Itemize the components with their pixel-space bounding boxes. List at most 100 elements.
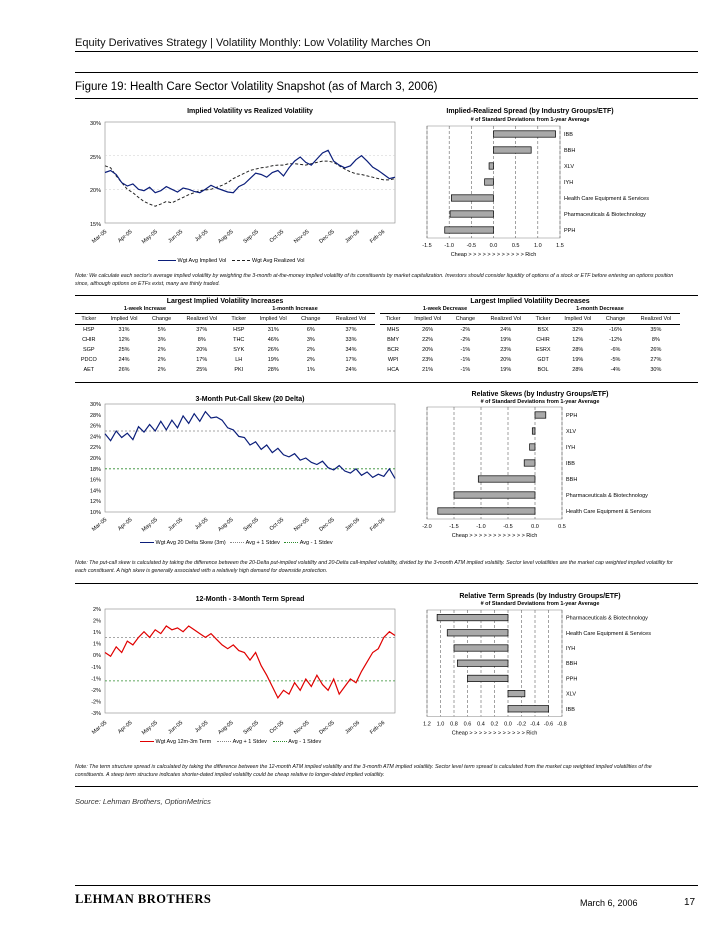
legend-swatch [217, 741, 232, 743]
x-tick: Jul-05 [194, 229, 209, 243]
column-header: Realized Vol [326, 313, 375, 325]
x-tick: 1.0 [534, 243, 542, 249]
y-tick: 26% [90, 424, 101, 430]
category-label: BBH [566, 477, 577, 483]
table-cell: 3% [157, 337, 166, 343]
table-cell: LH [235, 357, 243, 363]
table-cell: 33% [345, 337, 357, 343]
column-header: Realized Vol [481, 313, 530, 325]
term-legend: Wgt Avg 12m-3m Term Avg + 1 Stdev Avg - … [140, 739, 321, 745]
increases-group1: 1-week Increase [123, 306, 167, 312]
bar [493, 146, 532, 154]
term-spread-chart: 2%2%1%1%0%-1%-1%-2%-2%-3% Mar-05 Apr-05 Ma… [91, 607, 396, 736]
y-tick: 12% [90, 499, 101, 505]
category-label: XLV [566, 429, 576, 435]
x-tick: Mar-05 [91, 720, 108, 736]
table-cell: 27% [650, 357, 662, 363]
bar [488, 162, 494, 170]
bar [446, 629, 509, 637]
increases-group2: 1-month Increase [272, 306, 318, 312]
figure-title: Figure 19: Health Care Sector Volatility… [75, 81, 438, 93]
y-tick: -1% [91, 676, 101, 682]
x-tick: -1.0 [476, 524, 485, 530]
relative-term-spreads-chart: 1.2 1.0 0.8 0.6 0.4 0.2 0.0 -0.2 -0.4 -0.6 -0.8 Pha… [423, 609, 651, 736]
category-label: IBB [566, 461, 575, 467]
table-cell: BMY [387, 337, 400, 343]
legend-swatch [140, 741, 154, 743]
table-cell: -6% [610, 347, 621, 353]
table-cell: WPI [387, 357, 399, 363]
x-tick: 0.0 [490, 243, 498, 249]
table-cell: BCR [387, 347, 399, 353]
column-header: Implied Vol [556, 313, 600, 325]
column-header: Change [145, 313, 178, 325]
table-cell: 2% [157, 367, 166, 373]
x-tick: 0.6 [464, 721, 472, 727]
legend-label: Wgt Avg Implied Vol [177, 258, 227, 264]
implied-vol-line [104, 149, 396, 194]
table-cell: -1% [460, 367, 471, 373]
table-cell: 2% [306, 357, 315, 363]
x-tick: Dec-05 [318, 720, 335, 736]
column-header: Change [294, 313, 327, 325]
bar [477, 475, 536, 483]
legend-label: Wgt Avg Realized Vol [252, 258, 305, 264]
x-tick: Jan-06 [344, 517, 361, 532]
table-cell: 24% [345, 367, 357, 373]
bar [534, 411, 547, 419]
bar [529, 443, 536, 451]
bar [484, 178, 494, 186]
table-cell: HCA [387, 367, 399, 373]
table-row: AET 26% 2% 25% PKI 28% 1% 24% [75, 365, 375, 375]
x-tick: 0.0 [504, 721, 512, 727]
category-label: XLV [564, 164, 574, 170]
legend-label: Wgt Avg 20 Delta Skew (3m) [155, 540, 226, 546]
table-header-row: Ticker Implied Vol Change Realized Vol Ticke… [75, 313, 375, 325]
x-tick: Sep-05 [242, 517, 259, 533]
table-cell: MHS [386, 327, 400, 333]
x-tick: -0.4 [530, 721, 539, 727]
category-label: BBH [566, 661, 577, 667]
bar [457, 659, 509, 667]
column-header: Ticker [380, 313, 407, 325]
x-tick: Jan-06 [344, 720, 361, 735]
plot-frame [104, 403, 396, 513]
x-tick: Mar-05 [91, 517, 108, 533]
x-tick: 1.5 [556, 243, 564, 249]
implied-realized-spread-chart: -1.5 -1.0 -0.5 0.0 0.5 1.0 1.5 IBB BBH XLV IYH Heal… [422, 125, 649, 258]
axis-caption: Cheap > > > > > > > > > > > > Rich [452, 730, 538, 736]
relative-term-title: Relative Term Spreads (by Industry Group… [459, 593, 621, 600]
legend-label: Avg - 1 Stdev [299, 540, 333, 546]
column-header: Implied Vol [102, 313, 146, 325]
x-tick: Nov-05 [293, 720, 310, 736]
column-header: Ticker [529, 313, 557, 325]
table-cell: ESRX [535, 347, 551, 353]
bar [493, 130, 556, 138]
x-tick: Oct-05 [269, 229, 286, 244]
skew-legend: Wgt Avg 20 Delta Skew (3m) Avg + 1 Stdev… [140, 540, 333, 546]
plot-frame [426, 406, 563, 520]
table-cell: PKI [234, 367, 244, 373]
category-label: PPH [564, 228, 575, 234]
implied-vs-realized-chart: 30% 25% 20% 15% Mar-05 Apr-05 May-05 Jun-05… [90, 121, 396, 245]
table-cell: HSP [233, 327, 245, 333]
table-cell: 23% [500, 347, 512, 353]
table-cell: -2% [460, 337, 471, 343]
x-tick: Jul-05 [194, 517, 209, 531]
table-cell: 5% [157, 327, 166, 333]
bar [451, 194, 494, 202]
x-tick: 1.0 [437, 721, 445, 727]
skew-chart-title: 3-Month Put-Call Skew (20 Delta) [195, 396, 305, 403]
x-tick: 0.8 [450, 721, 458, 727]
column-header: Realized Vol [631, 313, 680, 325]
table-row: CHIR 12% 3% 8% THC 46% 3% 33% [75, 335, 375, 345]
x-tick: Sep-05 [242, 720, 259, 736]
column-header: Implied Vol [251, 313, 295, 325]
table-cell: 2% [306, 347, 315, 353]
table-cell: 24% [118, 357, 130, 363]
category-label: BBH [564, 148, 575, 154]
table-row: PDCO 24% 2% 17% LH 19% 2% 17% [75, 355, 375, 365]
y-tick: 14% [90, 488, 101, 494]
relative-skews-chart: -2.0 -1.5 -1.0 -0.5 0.0 0.5 PPH XLV IYH IBB BBH Pha… [422, 406, 651, 539]
table-cell: SGP [82, 347, 95, 353]
